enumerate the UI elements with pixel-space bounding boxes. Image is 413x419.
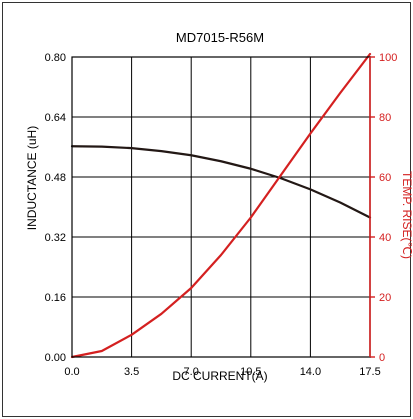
x-tick-label: 7.0 xyxy=(184,366,199,378)
temp-rise-line xyxy=(70,52,372,359)
series-group xyxy=(70,52,372,359)
y2-axis-ticks: 0 20 40 60 80 100 xyxy=(370,52,397,364)
y-axis-ticks: 0.00 0.16 0.32 0.48 0.64 0.80 xyxy=(45,52,66,364)
y2-tick-label: 80 xyxy=(379,112,391,124)
x-tick-label: 0.0 xyxy=(64,366,79,378)
x-axis-label: DC CURRENT(A) xyxy=(172,369,267,383)
x-axis-ticks: 0.0 3.5 7.0 10.5 14.0 17.5 xyxy=(64,366,380,378)
x-tick-label: 10.5 xyxy=(240,366,261,378)
y-axis-label: INDUCTANCE (uH) xyxy=(25,126,39,230)
y2-axis-label: TEMP. RISE(℃) xyxy=(400,171,413,259)
y2-tick-label: 20 xyxy=(379,292,391,304)
y2-tick-label: 60 xyxy=(379,172,391,184)
y-tick-label: 0.64 xyxy=(45,112,66,124)
x-tick-label: 17.5 xyxy=(359,366,380,378)
y-tick-label: 0.48 xyxy=(45,172,66,184)
x-tick-label: 14.0 xyxy=(300,366,321,378)
y2-tick-label: 40 xyxy=(379,232,391,244)
y-tick-label: 0.16 xyxy=(45,292,66,304)
y2-tick-label: 100 xyxy=(379,52,397,64)
x-tick-label: 3.5 xyxy=(124,366,139,378)
y-tick-label: 0.80 xyxy=(45,52,66,64)
y-tick-label: 0.32 xyxy=(45,232,66,244)
chart-title: MD7015-R56M xyxy=(176,30,264,45)
inductance-line xyxy=(70,145,372,219)
y2-tick-label: 0 xyxy=(379,352,385,364)
y-tick-label: 0.00 xyxy=(45,352,66,364)
grid xyxy=(72,57,370,357)
